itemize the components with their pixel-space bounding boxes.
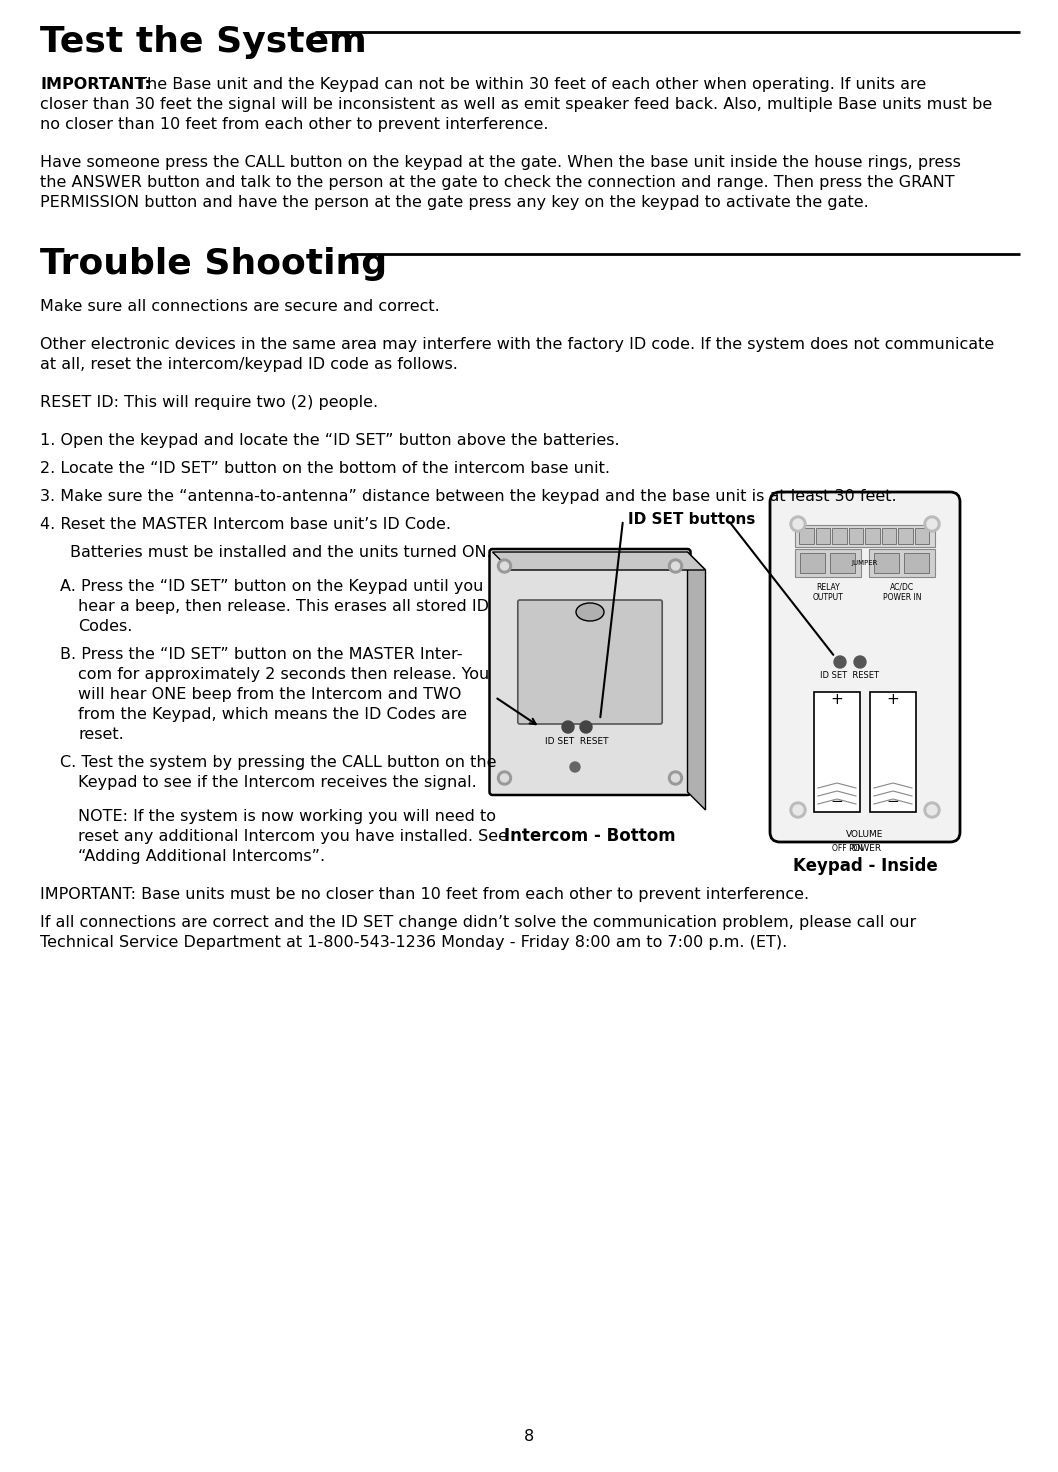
Bar (800, 553, 825, 573)
Text: the ANSWER button and talk to the person at the gate to check the connection and: the ANSWER button and talk to the person… (40, 175, 954, 190)
Text: PERMISSION button and have the person at the gate press any key on the keypad to: PERMISSION button and have the person at… (40, 194, 869, 210)
Text: Make sure all connections are secure and correct.: Make sure all connections are secure and… (40, 299, 440, 314)
Bar (898, 528, 912, 545)
Circle shape (924, 517, 940, 531)
Bar (870, 692, 916, 813)
Text: at all, reset the intercom/keypad ID code as follows.: at all, reset the intercom/keypad ID cod… (40, 358, 458, 372)
Circle shape (570, 762, 580, 771)
Circle shape (672, 774, 679, 782)
Text: Keypad - Inside: Keypad - Inside (792, 857, 937, 874)
Text: RESET ID: This will require two (2) people.: RESET ID: This will require two (2) peop… (40, 394, 378, 411)
Bar (881, 528, 896, 545)
Text: from the Keypad, which means the ID Codes are: from the Keypad, which means the ID Code… (78, 707, 467, 721)
Bar (904, 553, 929, 573)
Text: RELAY
OUTPUT: RELAY OUTPUT (813, 583, 843, 602)
Bar (795, 526, 935, 548)
Text: +: + (831, 692, 843, 708)
Text: −: − (831, 795, 843, 810)
Text: ID SET buttons: ID SET buttons (628, 512, 755, 527)
Circle shape (790, 802, 806, 818)
Text: IMPORTANT:: IMPORTANT: (40, 77, 151, 91)
Text: B. Press the “ID SET” button on the MASTER Inter-: B. Press the “ID SET” button on the MAST… (60, 648, 462, 662)
Circle shape (580, 721, 592, 733)
Text: Technical Service Department at 1-800-543-1236 Monday - Friday 8:00 am to 7:00 p: Technical Service Department at 1-800-54… (40, 935, 787, 949)
Text: Test the System: Test the System (40, 25, 367, 59)
Circle shape (562, 721, 574, 733)
Text: no closer than 10 feet from each other to prevent interference.: no closer than 10 feet from each other t… (40, 116, 548, 132)
Text: closer than 30 feet the signal will be inconsistent as well as emit speaker feed: closer than 30 feet the signal will be i… (40, 97, 992, 112)
Text: ID SET  RESET: ID SET RESET (821, 671, 879, 680)
Text: NOTE: If the system is now working you will need to: NOTE: If the system is now working you w… (78, 810, 496, 824)
Circle shape (794, 520, 803, 528)
Text: Codes.: Codes. (78, 620, 132, 634)
Text: 1. Open the keypad and locate the “ID SET” button above the batteries.: 1. Open the keypad and locate the “ID SE… (40, 433, 620, 447)
Text: Batteries must be installed and the units turned ON.: Batteries must be installed and the unit… (70, 545, 492, 559)
Text: hear a beep, then release. This erases all stored ID: hear a beep, then release. This erases a… (78, 599, 489, 614)
Text: 8: 8 (524, 1429, 534, 1444)
Circle shape (497, 771, 511, 785)
Circle shape (927, 520, 937, 528)
Text: Have someone press the CALL button on the keypad at the gate. When the base unit: Have someone press the CALL button on th… (40, 155, 961, 169)
Bar (799, 528, 814, 545)
Bar (816, 528, 829, 545)
Text: +: + (887, 692, 899, 708)
Bar (849, 528, 863, 545)
Circle shape (672, 562, 679, 570)
Text: reset any additional Intercom you have installed. See: reset any additional Intercom you have i… (78, 829, 508, 843)
Text: 3. Make sure the “antenna-to-antenna” distance between the keypad and the base u: 3. Make sure the “antenna-to-antenna” di… (40, 489, 896, 503)
Circle shape (834, 657, 846, 668)
Text: POWER: POWER (849, 843, 881, 852)
Text: JUMPER: JUMPER (852, 559, 878, 567)
Text: ID SET  RESET: ID SET RESET (545, 737, 608, 746)
Text: Other electronic devices in the same area may interfere with the factory ID code: Other electronic devices in the same are… (40, 337, 995, 352)
FancyBboxPatch shape (770, 492, 960, 842)
Bar (914, 528, 929, 545)
Circle shape (854, 657, 867, 668)
Text: AC/DC
POWER IN: AC/DC POWER IN (882, 583, 922, 602)
Text: 2. Locate the “ID SET” button on the bottom of the intercom base unit.: 2. Locate the “ID SET” button on the bot… (40, 461, 610, 475)
Circle shape (794, 805, 803, 815)
Text: The Base unit and the Keypad can not be within 30 feet of each other when operat: The Base unit and the Keypad can not be … (132, 77, 926, 91)
Text: IMPORTANT: Base units must be no closer than 10 feet from each other to prevent : IMPORTANT: Base units must be no closer … (40, 888, 809, 902)
Polygon shape (493, 552, 706, 570)
Bar (869, 549, 935, 577)
Bar (814, 692, 860, 813)
Text: com for approximately 2 seconds then release. You: com for approximately 2 seconds then rel… (78, 667, 489, 682)
Text: Intercom - Bottom: Intercom - Bottom (505, 827, 676, 845)
Bar (865, 528, 879, 545)
Bar (829, 553, 855, 573)
Text: A. Press the “ID SET” button on the Keypad until you: A. Press the “ID SET” button on the Keyp… (60, 578, 484, 595)
Circle shape (669, 771, 682, 785)
Circle shape (669, 559, 682, 573)
Circle shape (927, 805, 937, 815)
Bar (874, 553, 899, 573)
Text: reset.: reset. (78, 727, 124, 742)
FancyBboxPatch shape (517, 601, 662, 724)
Text: OFF  ON: OFF ON (832, 843, 862, 852)
Bar (832, 528, 846, 545)
Polygon shape (688, 552, 706, 810)
Ellipse shape (576, 604, 604, 621)
Text: If all connections are correct and the ID SET change didn’t solve the communicat: If all connections are correct and the I… (40, 916, 916, 930)
Circle shape (790, 517, 806, 531)
Circle shape (500, 774, 509, 782)
Circle shape (500, 562, 509, 570)
Text: “Adding Additional Intercoms”.: “Adding Additional Intercoms”. (78, 849, 325, 864)
FancyBboxPatch shape (490, 549, 691, 795)
Text: −: − (887, 795, 899, 810)
Text: Keypad to see if the Intercom receives the signal.: Keypad to see if the Intercom receives t… (78, 774, 477, 790)
Text: 4. Reset the MASTER Intercom base unit’s ID Code.: 4. Reset the MASTER Intercom base unit’s… (40, 517, 451, 531)
Text: will hear ONE beep from the Intercom and TWO: will hear ONE beep from the Intercom and… (78, 687, 461, 702)
Text: Trouble Shooting: Trouble Shooting (40, 247, 387, 281)
Text: C. Test the system by pressing the CALL button on the: C. Test the system by pressing the CALL … (60, 755, 496, 770)
Bar (795, 549, 861, 577)
Text: VOLUME: VOLUME (846, 830, 883, 839)
Circle shape (497, 559, 511, 573)
Circle shape (924, 802, 940, 818)
